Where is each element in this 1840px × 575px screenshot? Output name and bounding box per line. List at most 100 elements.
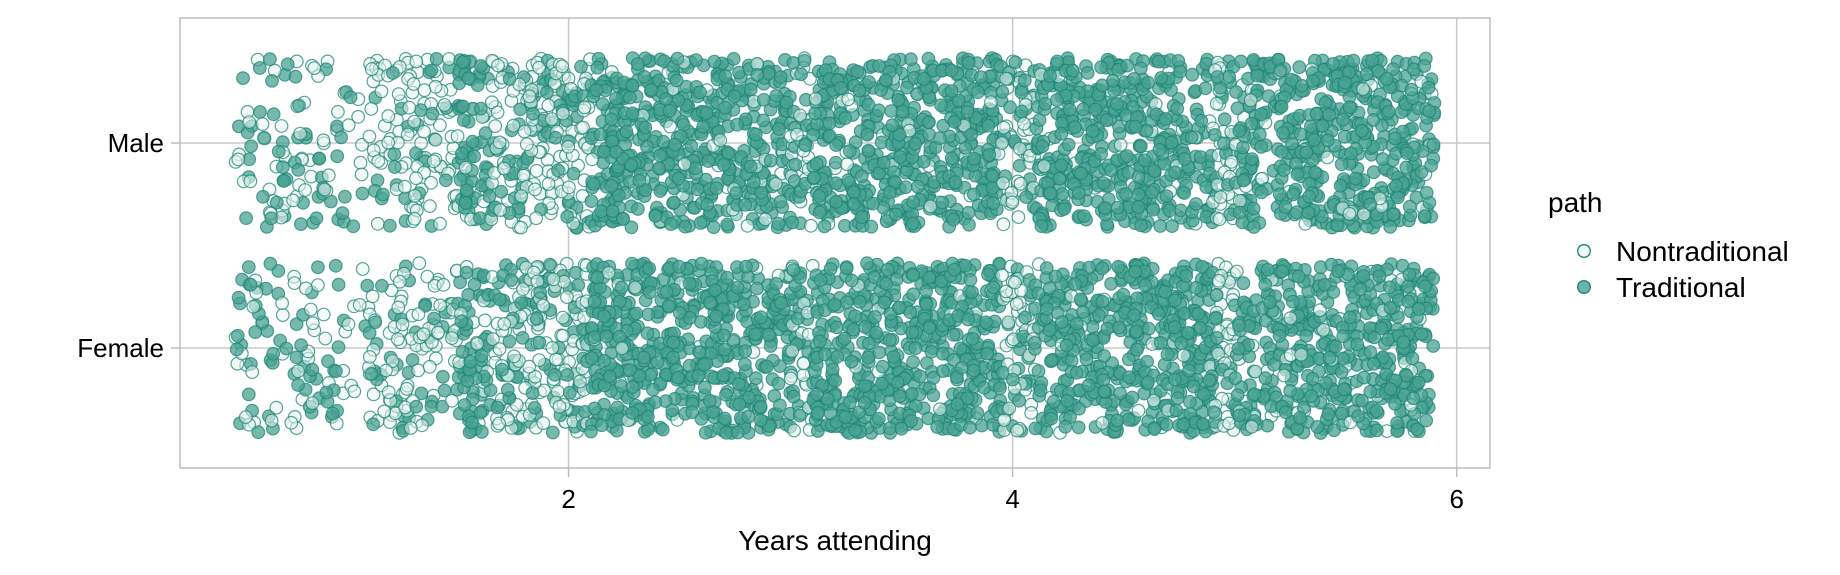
data-point-traditional — [641, 409, 655, 424]
data-point-traditional — [1229, 85, 1243, 99]
data-point-traditional — [265, 73, 279, 88]
data-point-traditional — [906, 195, 921, 209]
data-point-traditional — [653, 184, 668, 198]
data-point-traditional — [932, 131, 947, 146]
data-point-traditional — [1261, 89, 1276, 103]
data-point-traditional — [1144, 185, 1159, 200]
data-point-traditional — [1194, 113, 1209, 128]
data-point-traditional — [892, 389, 907, 404]
data-point-nontraditional — [415, 418, 429, 433]
data-point-nontraditional — [426, 154, 441, 169]
data-point-traditional — [266, 346, 281, 361]
data-point-traditional — [1322, 350, 1337, 365]
data-point-traditional — [1128, 264, 1143, 279]
data-point-traditional — [1072, 401, 1086, 416]
data-point-traditional — [706, 220, 721, 235]
data-point-traditional — [882, 421, 897, 436]
data-point-nontraditional — [556, 328, 570, 343]
data-point-traditional — [609, 91, 623, 106]
data-point-traditional — [1191, 306, 1206, 321]
data-point-traditional — [1095, 294, 1110, 309]
data-point-traditional — [1126, 71, 1141, 86]
data-point-traditional — [1262, 295, 1277, 310]
data-point-traditional — [1060, 393, 1075, 408]
data-point-nontraditional — [1013, 176, 1028, 191]
data-point-traditional — [1418, 279, 1432, 294]
data-point-nontraditional — [431, 325, 446, 340]
data-point-nontraditional — [1005, 195, 1020, 210]
data-point-traditional — [843, 395, 857, 410]
data-point-traditional — [1342, 310, 1357, 325]
data-point-traditional — [935, 195, 950, 210]
data-point-nontraditional — [414, 136, 429, 151]
data-point-traditional — [630, 57, 645, 71]
data-point-nontraditional — [364, 101, 379, 116]
data-point-nontraditional — [677, 157, 692, 172]
data-point-traditional — [515, 331, 530, 345]
data-point-traditional — [1236, 276, 1251, 291]
data-point-traditional — [586, 177, 601, 191]
data-point-traditional — [364, 367, 379, 381]
data-point-traditional — [1031, 286, 1046, 301]
data-point-traditional — [425, 106, 440, 121]
data-point-traditional — [294, 338, 309, 353]
data-point-nontraditional — [305, 396, 320, 411]
data-point-traditional — [730, 280, 745, 295]
data-point-traditional — [1104, 276, 1118, 291]
data-point-traditional — [587, 294, 602, 309]
data-point-nontraditional — [601, 265, 616, 280]
data-point-nontraditional — [497, 161, 512, 176]
data-point-nontraditional — [407, 114, 422, 129]
data-point-nontraditional — [1244, 419, 1259, 434]
data-point-traditional — [455, 345, 470, 359]
data-point-traditional — [463, 354, 478, 369]
data-point-nontraditional — [433, 298, 448, 313]
data-point-nontraditional — [573, 374, 587, 389]
data-point-nontraditional — [445, 393, 459, 408]
data-point-nontraditional — [1283, 311, 1298, 326]
data-point-nontraditional — [996, 217, 1011, 232]
data-point-traditional — [241, 387, 256, 402]
data-point-traditional — [257, 130, 271, 145]
data-point-nontraditional — [416, 327, 431, 342]
data-point-traditional — [1236, 140, 1250, 155]
data-point-traditional — [584, 351, 599, 366]
data-point-traditional — [562, 385, 577, 400]
data-point-traditional — [595, 97, 610, 111]
data-point-traditional — [513, 102, 528, 117]
data-point-traditional — [1382, 280, 1397, 295]
data-point-traditional — [1039, 261, 1054, 276]
data-point-nontraditional — [516, 282, 530, 297]
data-point-traditional — [652, 161, 666, 176]
data-point-traditional — [288, 69, 303, 84]
data-point-traditional — [854, 169, 869, 184]
data-point-traditional — [386, 66, 400, 80]
data-point-traditional — [1099, 113, 1114, 128]
data-point-traditional — [955, 360, 969, 375]
data-point-traditional — [842, 144, 857, 158]
data-point-traditional — [864, 219, 879, 234]
data-point-traditional — [850, 64, 865, 79]
data-point-traditional — [1217, 112, 1232, 127]
data-point-traditional — [908, 341, 923, 356]
data-point-traditional — [1062, 102, 1077, 117]
data-point-traditional — [1210, 70, 1225, 84]
data-point-traditional — [1182, 394, 1197, 409]
data-point-traditional — [1283, 383, 1298, 398]
data-point-nontraditional — [486, 332, 500, 347]
data-point-nontraditional — [390, 332, 405, 347]
data-point-traditional — [1134, 218, 1148, 233]
data-point-nontraditional — [307, 61, 322, 75]
data-point-traditional — [1125, 390, 1140, 405]
data-point-traditional — [335, 206, 350, 221]
data-point-nontraditional — [532, 353, 547, 368]
data-point-traditional — [708, 283, 722, 298]
data-point-traditional — [1196, 417, 1210, 432]
data-point-traditional — [773, 70, 788, 84]
data-point-traditional — [807, 170, 821, 185]
data-point-nontraditional — [407, 211, 422, 226]
data-point-nontraditional — [488, 119, 503, 133]
data-point-traditional — [756, 113, 771, 128]
data-point-traditional — [604, 178, 619, 193]
data-point-traditional — [1369, 423, 1384, 438]
